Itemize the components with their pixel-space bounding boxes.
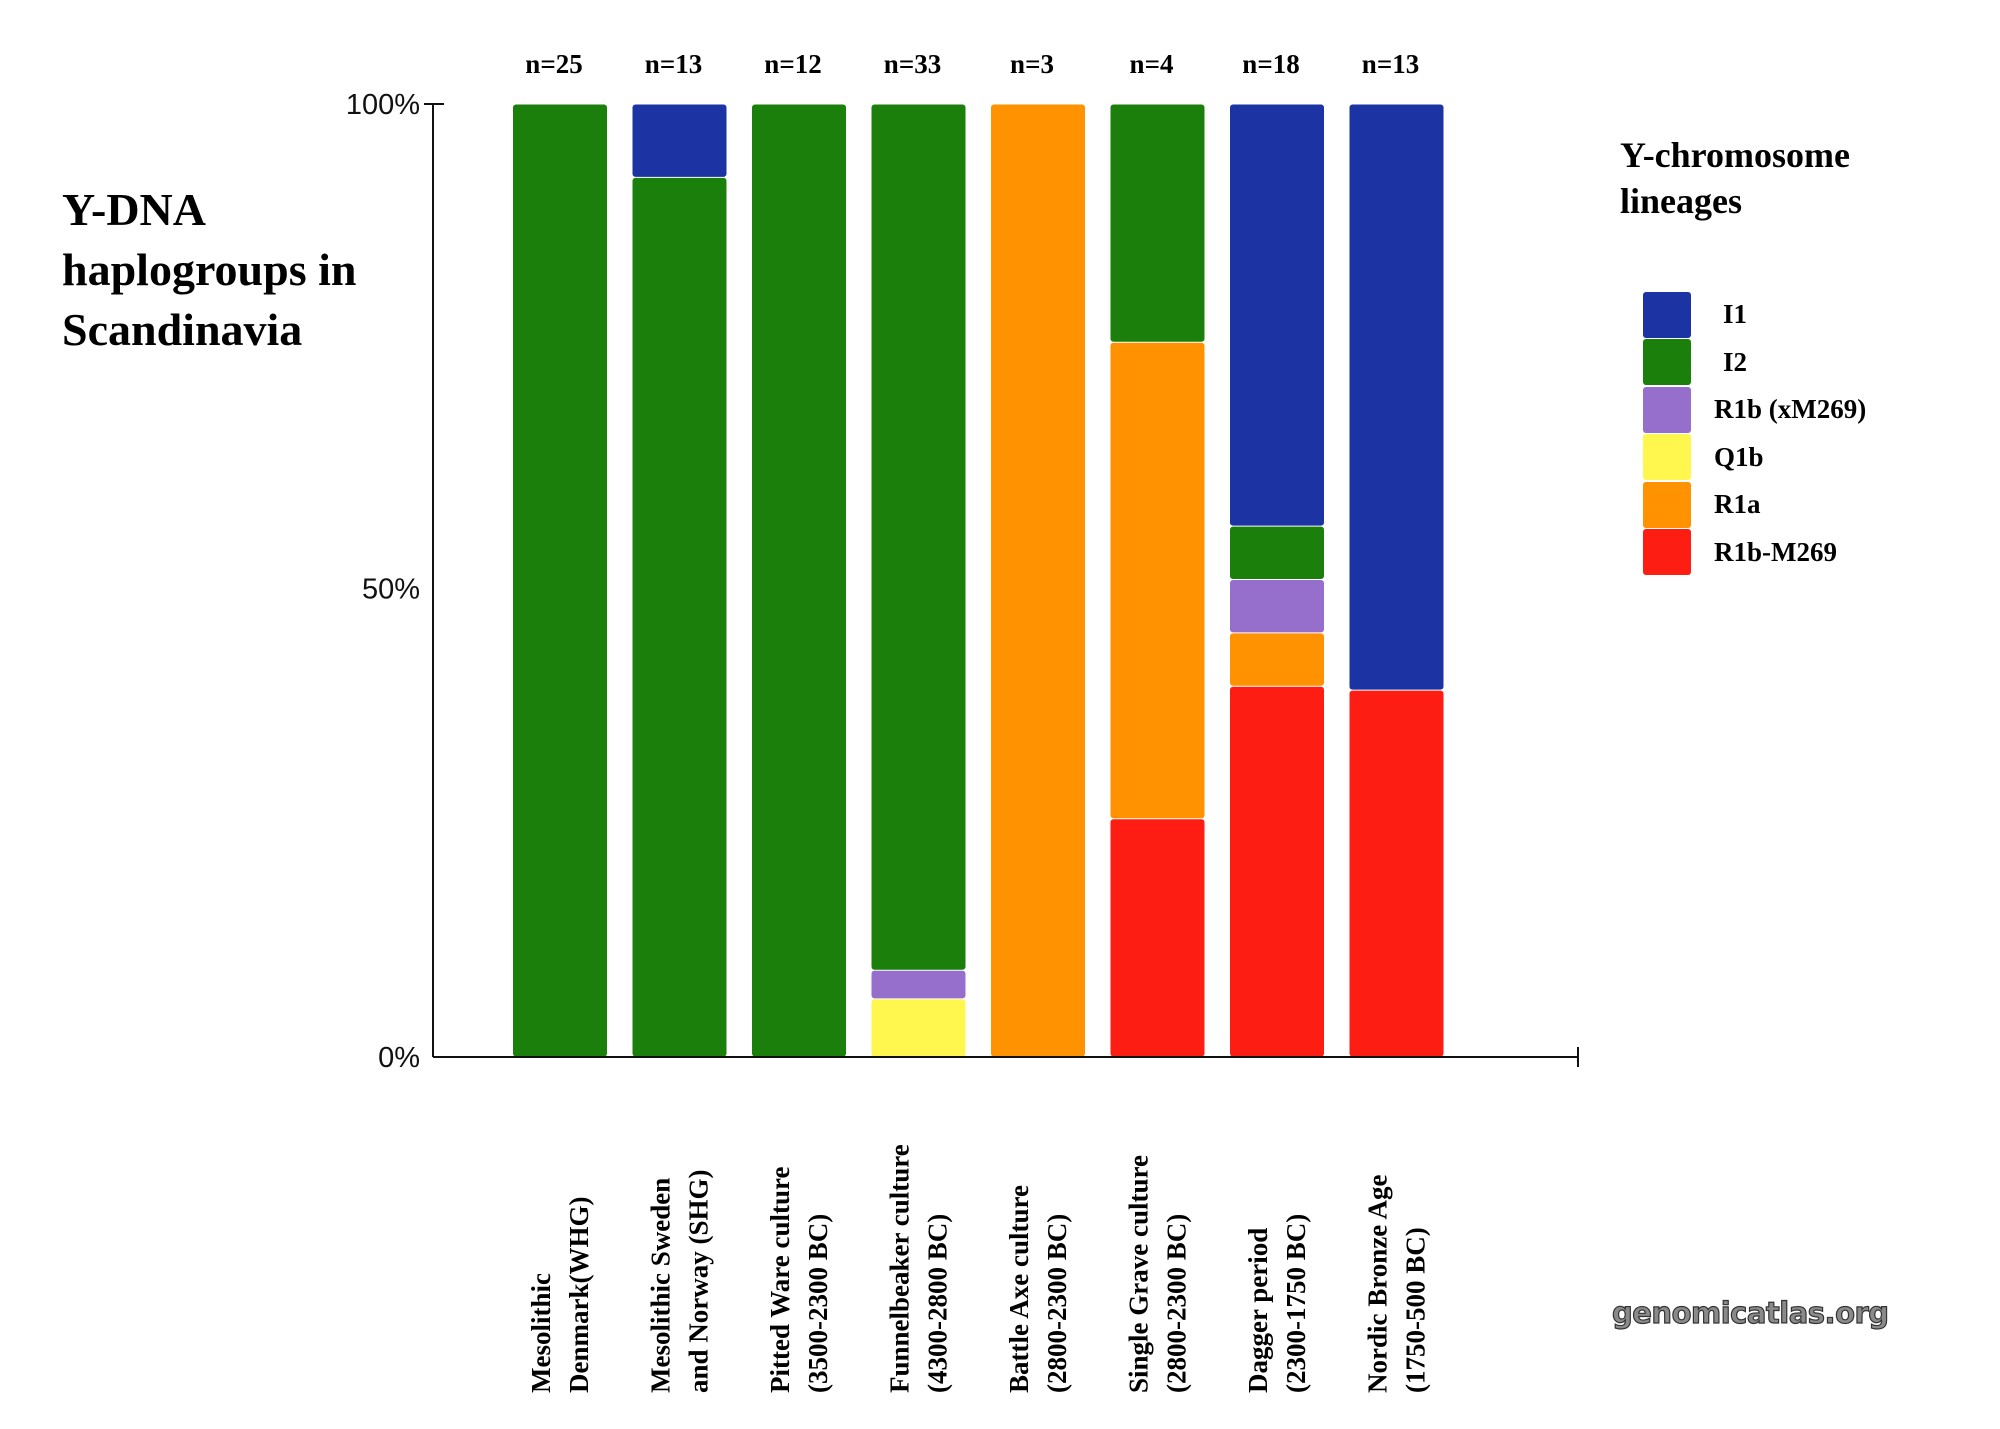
- bar-segment-r1b-m269: [1110, 819, 1205, 1057]
- legend-swatch-r1b-xm269: [1643, 386, 1691, 433]
- sample-size-label: n=4: [1130, 49, 1174, 79]
- axes-layer: [424, 103, 1579, 1067]
- bar-segment-r1b-m269: [1230, 686, 1324, 1057]
- x-category-label-line: (4300-2800 BC): [923, 1214, 953, 1393]
- sample-size-label: n=25: [525, 49, 582, 79]
- legend-label-r1a: R1a: [1714, 489, 1761, 520]
- legend-title: Y-chromosome lineages: [1620, 132, 1850, 224]
- watermark: genomicatlas.org: [1611, 1295, 1889, 1330]
- legend-swatch-r1a: [1643, 481, 1691, 528]
- legend-swatch-i2: [1643, 339, 1691, 386]
- bars-layer: [513, 104, 1444, 1057]
- bar-segment-q1b: [871, 999, 966, 1057]
- chart-title: Y-DNA haplogroups in Scandinavia: [62, 180, 356, 360]
- x-category-label-line: (2800-2300 BC): [1042, 1214, 1072, 1393]
- bar-segment-i1: [632, 104, 727, 177]
- bar-segment-r1b-xm269: [1230, 580, 1324, 633]
- x-category-label-line: Nordic Bronze Age: [1363, 1175, 1393, 1393]
- sample-size-labels: n=25 n=13 n=12 n=33 n=3 n=4 n=18 n=13: [525, 49, 1419, 79]
- chart-title-line: haplogroups in: [62, 244, 357, 295]
- x-category-label-line: Funnelbeaker culture: [885, 1144, 915, 1393]
- x-category-label: Single Grave culture (2800-2300 BC): [1124, 1155, 1192, 1393]
- x-category-label-line: Single Grave culture: [1124, 1155, 1154, 1393]
- x-category-label-line: Mesolithic: [526, 1273, 556, 1393]
- bar-segment-i1: [1349, 104, 1444, 690]
- bar-stack-battle-axe-culture-2800-2300-bc: [991, 104, 1085, 1057]
- bar-segment-r1b-m269: [1349, 690, 1444, 1057]
- x-category-label-line: Battle Axe culture: [1004, 1185, 1034, 1393]
- legend-label-q1b: Q1b: [1714, 441, 1764, 472]
- x-category-label-line: Denmark(WHG): [564, 1197, 594, 1393]
- bar-stack-pitted-ware-culture-3500-2300-bc: [752, 104, 846, 1057]
- sample-size-label: n=13: [1362, 49, 1419, 79]
- y-tick-labels: 0% 50% 100%: [346, 89, 420, 1074]
- bar-stack-mesolithic-denmark-whg: [513, 104, 607, 1057]
- sample-size-label: n=18: [1242, 49, 1299, 79]
- legend-swatch-r1b-m269: [1643, 529, 1691, 576]
- bar-segment-r1a: [1230, 633, 1324, 686]
- x-category-label-line: Dagger period: [1243, 1228, 1273, 1393]
- bar-stack-single-grave-culture-2800-2300-bc: [1110, 104, 1205, 1057]
- y-tick-label: 50%: [362, 574, 420, 606]
- bar-stack-dagger-period-2300-1750-bc: [1230, 104, 1324, 1057]
- x-category-label-line: (3500-2300 BC): [803, 1214, 833, 1393]
- x-category-label-line: (2300-1750 BC): [1281, 1214, 1311, 1393]
- bar-stack-mesolithic-sweden-and-norway-shg: [632, 104, 727, 1057]
- legend-title-line: lineages: [1620, 181, 1742, 221]
- legend-item-r1a: R1a: [1643, 481, 1866, 529]
- chart-title-line: Y-DNA: [62, 184, 206, 235]
- y-tick-label: 100%: [346, 89, 420, 121]
- legend-swatch-i1: [1643, 291, 1691, 338]
- legend-swatch-q1b: [1643, 434, 1691, 481]
- bar-segment-i2: [513, 104, 607, 1057]
- bar-segment-r1a: [1110, 342, 1205, 819]
- legend-label-i2: I2: [1723, 346, 1748, 377]
- legend-label-i1: I1: [1723, 299, 1748, 330]
- x-category-label-line: (2800-2300 BC): [1162, 1214, 1192, 1393]
- bar-segment-r1b-xm269: [871, 970, 966, 999]
- legend-item-i2: I2: [1643, 339, 1866, 387]
- legend-label-r1b-xm269: R1b (xM269): [1714, 394, 1867, 425]
- x-category-label-line: Pitted Ware culture: [765, 1167, 795, 1393]
- x-category-label-line: and Norway (SHG): [684, 1169, 714, 1393]
- x-category-label: Funnelbeaker culture (4300-2800 BC): [885, 1144, 953, 1393]
- x-category-label-line: (1750-500 BC): [1401, 1227, 1431, 1393]
- bar-segment-i2: [871, 104, 966, 970]
- bar-segment-i2: [752, 104, 846, 1057]
- bar-stack-nordic-bronze-age-1750-500-bc: [1349, 104, 1444, 1057]
- legend-item-r1b-m269: R1b-M269: [1643, 529, 1866, 577]
- x-category-label: Dagger period (2300-1750 BC): [1243, 1214, 1311, 1393]
- sample-size-label: n=33: [884, 49, 941, 79]
- legend-item-r1b-xm269: R1b (xM269): [1643, 386, 1866, 434]
- bar-segment-r1a: [991, 104, 1085, 1057]
- legend-item-q1b: Q1b: [1643, 434, 1866, 482]
- bar-segment-i1: [1230, 104, 1324, 526]
- x-category-label: Mesolithic Denmark(WHG): [526, 1197, 594, 1393]
- bar-segment-i2: [632, 177, 727, 1057]
- bar-segment-i2: [1230, 526, 1324, 580]
- bar-stack-funnelbeaker-culture-4300-2800-bc: [871, 104, 966, 1057]
- legend-item-i1: I1: [1643, 291, 1866, 339]
- sample-size-label: n=3: [1010, 49, 1054, 79]
- sample-size-label: n=13: [645, 49, 702, 79]
- legend: I1 I2 R1b (xM269) Q1b R1a R1b-M269: [1643, 291, 1866, 576]
- chart-title-line: Scandinavia: [62, 304, 303, 355]
- x-category-label: Battle Axe culture (2800-2300 BC): [1004, 1185, 1072, 1393]
- bar-segment-i2: [1110, 104, 1205, 342]
- legend-title-line: Y-chromosome: [1620, 135, 1850, 175]
- x-category-label: Pitted Ware culture (3500-2300 BC): [765, 1167, 833, 1393]
- legend-label-r1b-m269: R1b-M269: [1714, 536, 1837, 567]
- x-category-labels: Mesolithic Denmark(WHG) Mesolithic Sweden a…: [526, 1144, 1431, 1393]
- x-category-label: Mesolithic Sweden and Norway (SHG): [646, 1169, 714, 1393]
- x-category-label-line: Mesolithic Sweden: [646, 1178, 676, 1393]
- sample-size-label: n=12: [764, 49, 821, 79]
- x-category-label: Nordic Bronze Age (1750-500 BC): [1363, 1175, 1431, 1393]
- y-tick-label: 0%: [378, 1042, 420, 1074]
